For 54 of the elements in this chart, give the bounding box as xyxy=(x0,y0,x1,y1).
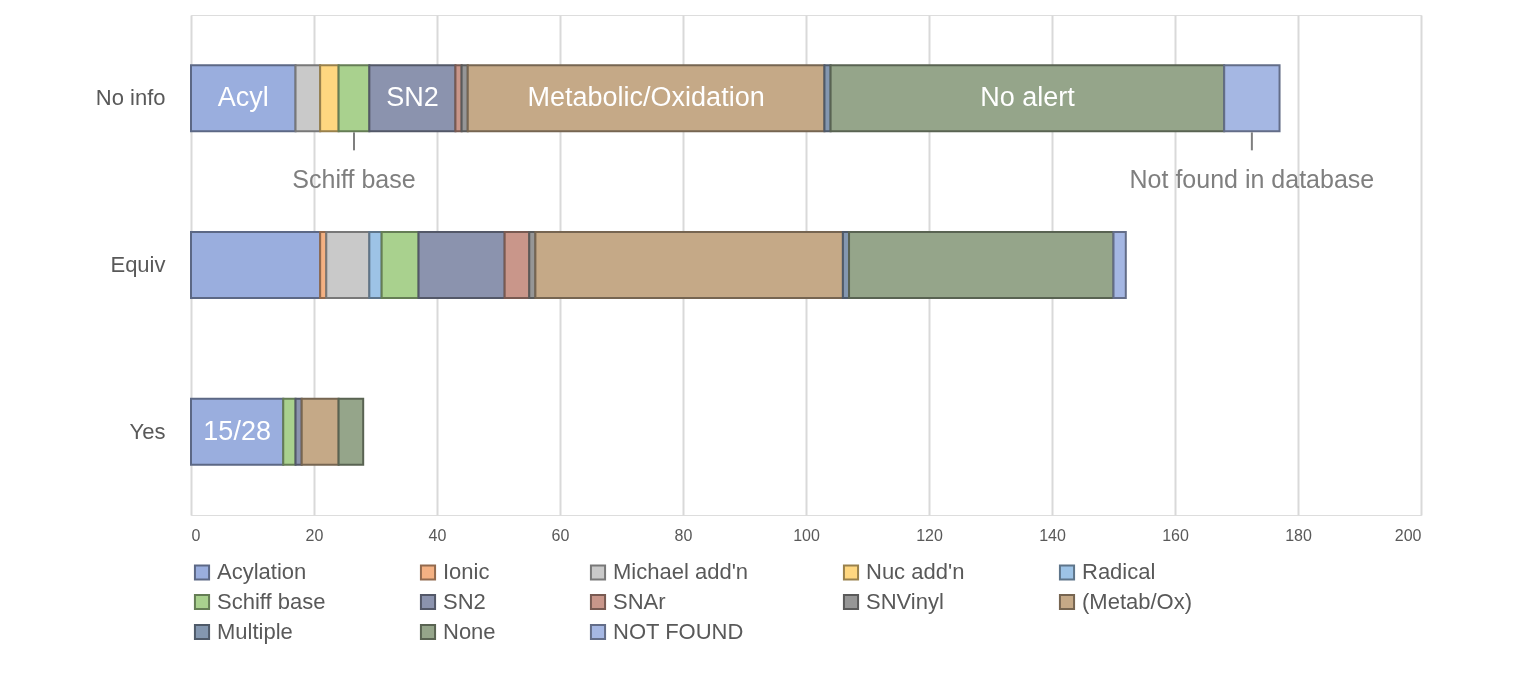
legend-label: SNAr xyxy=(613,589,666,614)
x-tick-label: 160 xyxy=(1162,526,1189,544)
annotation: 15/28 xyxy=(203,415,271,446)
bar xyxy=(319,64,340,133)
y-tick-label: No info xyxy=(95,85,166,111)
legend-label: NOT FOUND xyxy=(613,619,744,644)
bar xyxy=(300,397,340,466)
legend-label: SNVinyl xyxy=(866,589,944,614)
bar xyxy=(337,64,371,133)
legend-label: Schiff base xyxy=(217,589,326,614)
x-tick-label: 140 xyxy=(1039,526,1066,544)
annotation: SN2 xyxy=(386,82,439,113)
bar xyxy=(1112,231,1127,299)
legend-label: Ionic xyxy=(443,559,490,585)
legend-label: Radical xyxy=(1082,559,1156,585)
bar xyxy=(337,397,365,466)
annotation: Metabolic/Oxidation xyxy=(527,82,765,113)
legend-label: Acylation xyxy=(217,559,307,585)
bar xyxy=(829,64,1226,133)
bar xyxy=(190,231,322,299)
bar xyxy=(1223,64,1281,133)
legend-label: Multiple xyxy=(217,619,293,644)
annotation: Acyl xyxy=(217,82,269,113)
legend-label: None xyxy=(443,619,496,644)
x-tick-label: 60 xyxy=(551,526,570,544)
annotation: Not found in database xyxy=(1129,165,1375,194)
bar xyxy=(368,231,383,299)
bar xyxy=(380,231,420,299)
x-tick-label: 20 xyxy=(305,526,324,544)
y-tick-label: Equiv xyxy=(110,252,166,277)
bar xyxy=(368,64,457,133)
legend-label: Michael add'n xyxy=(613,559,749,585)
x-tick-label: 0 xyxy=(191,526,201,544)
bar xyxy=(534,231,844,299)
annotation: No alert xyxy=(980,82,1076,113)
x-tick-label: 100 xyxy=(793,526,820,544)
x-tick-label: 40 xyxy=(428,526,447,544)
x-tick-label: 120 xyxy=(916,526,943,544)
bar xyxy=(417,231,506,299)
bar xyxy=(282,397,297,466)
bar xyxy=(325,231,371,299)
bar xyxy=(503,231,531,299)
bar xyxy=(466,64,826,133)
legend-label: SN2 xyxy=(443,589,486,614)
x-tick-label: 180 xyxy=(1285,526,1312,544)
y-tick-label: Yes xyxy=(129,418,166,444)
legend-label: (Metab/Ox) xyxy=(1082,589,1193,614)
legend-label: Nuc add'n xyxy=(866,559,965,585)
x-tick-label: 200 xyxy=(1394,526,1422,544)
bar xyxy=(848,231,1115,299)
bar xyxy=(294,64,322,133)
bar xyxy=(190,64,297,133)
x-tick-label: 80 xyxy=(674,526,693,544)
annotation: Schiff base xyxy=(292,165,416,194)
